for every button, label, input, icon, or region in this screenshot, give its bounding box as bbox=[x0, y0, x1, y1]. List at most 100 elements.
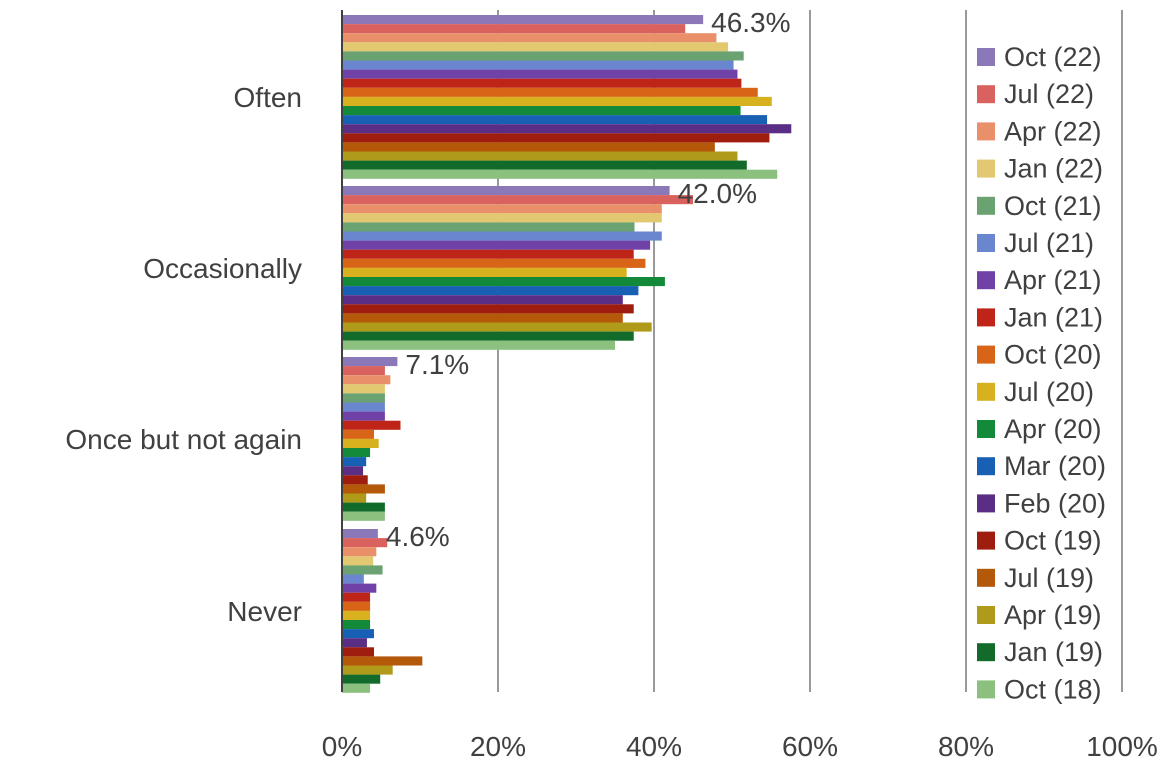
bar bbox=[342, 304, 634, 314]
bar bbox=[342, 87, 758, 97]
data-label: 42.0% bbox=[678, 178, 757, 209]
bar bbox=[342, 186, 670, 196]
bar bbox=[342, 106, 741, 116]
bar bbox=[342, 267, 627, 277]
bar bbox=[342, 24, 686, 34]
legend-swatch bbox=[977, 196, 995, 215]
bar bbox=[342, 295, 623, 305]
x-tick-label: 0% bbox=[322, 731, 362, 761]
bar bbox=[342, 240, 651, 250]
category-label: Occasionally bbox=[143, 253, 302, 284]
legend-swatch bbox=[977, 234, 995, 252]
legend-swatch bbox=[977, 382, 995, 401]
bar bbox=[342, 60, 734, 70]
x-tick-label: 80% bbox=[938, 731, 994, 761]
bar bbox=[342, 15, 704, 25]
bar bbox=[342, 411, 385, 421]
bar bbox=[342, 169, 778, 179]
legend-swatch bbox=[977, 48, 995, 66]
bar bbox=[342, 375, 391, 385]
bar bbox=[342, 438, 379, 448]
legend-label: Oct (20) bbox=[1004, 340, 1102, 370]
legend-label: Oct (18) bbox=[1004, 674, 1102, 704]
legend-label: Jul (21) bbox=[1004, 228, 1094, 258]
bar bbox=[342, 124, 792, 134]
legend-swatch bbox=[977, 568, 995, 587]
bar bbox=[342, 429, 374, 439]
category-label: Often bbox=[234, 82, 302, 113]
bar bbox=[342, 565, 383, 575]
legend-label: Oct (21) bbox=[1004, 191, 1102, 221]
legend-swatch bbox=[977, 122, 995, 141]
bar bbox=[342, 466, 364, 476]
bar bbox=[342, 331, 634, 341]
legend-swatch bbox=[977, 308, 995, 327]
bar bbox=[342, 583, 377, 593]
bar bbox=[342, 402, 385, 412]
legend-label: Jan (19) bbox=[1004, 637, 1103, 667]
data-label: 4.6% bbox=[386, 521, 450, 552]
x-tick-label: 100% bbox=[1086, 731, 1158, 761]
bars bbox=[342, 15, 792, 693]
legend-label: Oct (19) bbox=[1004, 526, 1102, 556]
bar bbox=[342, 484, 385, 494]
category-labels: Often Occasionally Once but not again Never bbox=[65, 82, 302, 627]
data-label: 46.3% bbox=[711, 7, 790, 38]
x-tick-label: 20% bbox=[470, 731, 526, 761]
legend-label: Feb (20) bbox=[1004, 488, 1106, 518]
bar bbox=[342, 674, 381, 684]
bar bbox=[342, 647, 374, 657]
bar bbox=[342, 629, 374, 639]
bar bbox=[342, 384, 385, 394]
data-labels: 46.3% 42.0% 7.1% 4.6% bbox=[386, 7, 791, 552]
bar bbox=[342, 322, 652, 332]
bar bbox=[342, 78, 742, 88]
bar bbox=[342, 610, 371, 620]
legend-label: Jul (19) bbox=[1004, 563, 1094, 593]
legend-label: Jul (22) bbox=[1004, 79, 1094, 109]
category-label: Once but not again bbox=[65, 424, 302, 455]
bar bbox=[342, 277, 665, 287]
bar bbox=[342, 457, 367, 467]
bar bbox=[342, 133, 770, 143]
bar bbox=[342, 160, 747, 170]
bar bbox=[342, 51, 744, 61]
legend-label: Apr (19) bbox=[1004, 600, 1102, 630]
legend-swatch bbox=[977, 159, 995, 178]
bar bbox=[342, 33, 717, 43]
legend-swatch bbox=[977, 271, 995, 290]
bar bbox=[342, 69, 738, 79]
legend-swatch bbox=[977, 606, 995, 624]
bar bbox=[342, 665, 393, 675]
bar bbox=[342, 574, 364, 584]
bar bbox=[342, 538, 388, 548]
bar bbox=[342, 366, 385, 376]
bar bbox=[342, 475, 368, 485]
legend-label: Apr (22) bbox=[1004, 116, 1102, 146]
legend-label: Apr (20) bbox=[1004, 414, 1102, 444]
bar bbox=[342, 286, 639, 296]
bar bbox=[342, 601, 371, 611]
category-label: Never bbox=[227, 596, 302, 627]
bar bbox=[342, 222, 635, 232]
bar bbox=[342, 249, 634, 259]
bar bbox=[342, 493, 367, 503]
x-tick-label: 40% bbox=[626, 731, 682, 761]
bar bbox=[342, 393, 385, 403]
bar bbox=[342, 502, 385, 512]
bar bbox=[342, 258, 646, 268]
bar bbox=[342, 448, 371, 458]
legend-swatch bbox=[977, 345, 995, 364]
bar bbox=[342, 340, 615, 350]
legend-swatch bbox=[977, 85, 995, 104]
legend-swatch bbox=[977, 531, 995, 550]
bar bbox=[342, 151, 738, 161]
bar bbox=[342, 529, 378, 539]
legend-swatch bbox=[977, 457, 995, 476]
legend-swatch bbox=[977, 420, 995, 438]
bar bbox=[342, 42, 729, 52]
legend-label: Oct (22) bbox=[1004, 42, 1102, 72]
legend-label: Apr (21) bbox=[1004, 265, 1102, 295]
bar bbox=[342, 638, 367, 648]
